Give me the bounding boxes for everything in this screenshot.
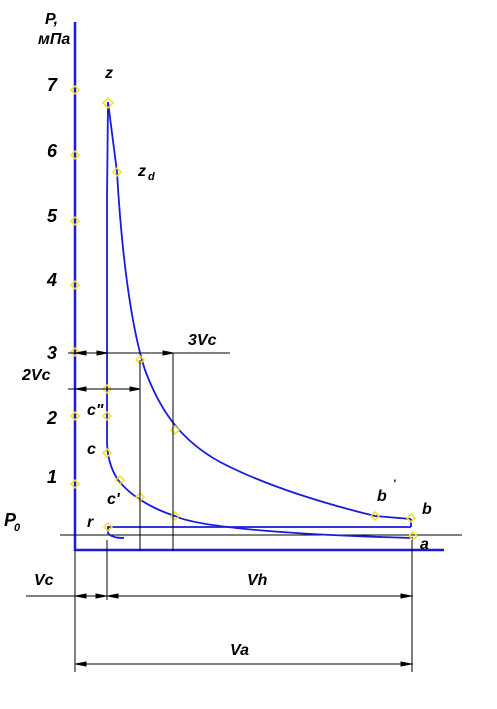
dim-vc-label: Vc — [34, 572, 54, 589]
y-tick-2: 2 — [46, 408, 57, 428]
y-tick-3: 3 — [47, 343, 57, 363]
arrow-3vc-c — [162, 350, 174, 356]
label-a: a — [420, 536, 429, 553]
arrow-va-right — [400, 661, 412, 667]
compression-curve — [106, 101, 414, 539]
y-axis-title: P, — [45, 11, 58, 28]
label-b1-mark: ' — [393, 478, 396, 490]
label-r: r — [87, 514, 94, 531]
label-c2: c" — [87, 402, 104, 419]
exhaust-line — [107, 526, 411, 539]
y-tick-5: 5 — [47, 206, 58, 226]
arrow-vc-right — [95, 593, 107, 599]
marker-r — [102, 521, 114, 533]
y-tick-marker-2 — [69, 410, 81, 422]
label-z: z — [104, 65, 113, 82]
y-tick-6: 6 — [47, 141, 58, 161]
y-tick-marker-7 — [69, 84, 81, 96]
arrow-vh-right — [400, 593, 412, 599]
dim-vh-label: Vh — [247, 572, 268, 589]
p0-subscript: 0 — [14, 522, 21, 534]
dim-3vc-label: 3Vc — [188, 332, 217, 349]
arrow-3vc-a — [75, 350, 87, 356]
label-zd: z — [137, 163, 146, 180]
marker-z — [101, 96, 115, 110]
arrow-vc-left — [75, 593, 87, 599]
arrow-3vc-b — [96, 350, 108, 356]
y-tick-marker-6 — [69, 149, 81, 161]
marker-a — [407, 530, 419, 542]
y-axis-unit: мПа — [38, 31, 70, 48]
p0-label: P — [4, 510, 17, 530]
y-tick-marker-4 — [69, 279, 81, 291]
expansion-curve — [116, 171, 412, 520]
marker-3vc-exp — [169, 424, 181, 436]
marker-zd — [111, 166, 123, 178]
arrow-vh-left — [107, 593, 119, 599]
dim-2vc-label: 2Vc — [21, 367, 51, 384]
label-b: b — [422, 501, 432, 518]
marker-3vc-comp — [169, 510, 181, 522]
label-zd-sub: d — [148, 171, 155, 183]
y-tick-marker-5 — [69, 215, 81, 227]
marker-2vc-comp — [134, 491, 146, 503]
marker-c1 — [114, 474, 126, 486]
arrow-2vc-b — [129, 386, 141, 392]
marker-b — [405, 512, 417, 524]
dim-va-label: Va — [230, 642, 249, 659]
arrow-va-left — [75, 661, 87, 667]
combustion-line — [107, 101, 118, 173]
arrow-2vc-a — [75, 386, 87, 392]
y-tick-1: 1 — [47, 467, 57, 487]
point-markers — [101, 96, 419, 542]
label-b1: b — [377, 488, 387, 505]
y-tick-7: 7 — [47, 75, 58, 95]
marker-3vc — [134, 354, 146, 366]
marker-c — [101, 447, 113, 459]
label-c: c — [87, 441, 96, 458]
label-c1: c' — [107, 491, 121, 508]
y-tick-marker-1 — [69, 478, 81, 490]
marker-c2 — [101, 410, 113, 422]
y-tick-markers — [69, 84, 81, 490]
marker-b1 — [369, 510, 381, 522]
y-tick-4: 4 — [46, 270, 57, 290]
